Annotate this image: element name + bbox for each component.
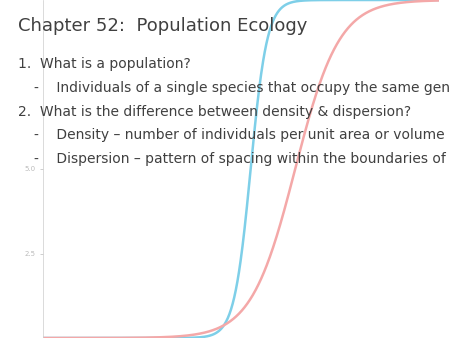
Text: -    Density – number of individuals per unit area or volume: - Density – number of individuals per un… [34,128,445,142]
Text: Chapter 52:  Population Ecology: Chapter 52: Population Ecology [18,17,307,35]
Text: -    Dispersion – pattern of spacing within the boundaries of population: - Dispersion – pattern of spacing within… [34,152,450,166]
Text: -    Individuals of a single species that occupy the same general area: - Individuals of a single species that o… [34,81,450,95]
Text: 2.  What is the difference between density & dispersion?: 2. What is the difference between densit… [18,105,411,119]
Text: 1.  What is a population?: 1. What is a population? [18,57,191,71]
